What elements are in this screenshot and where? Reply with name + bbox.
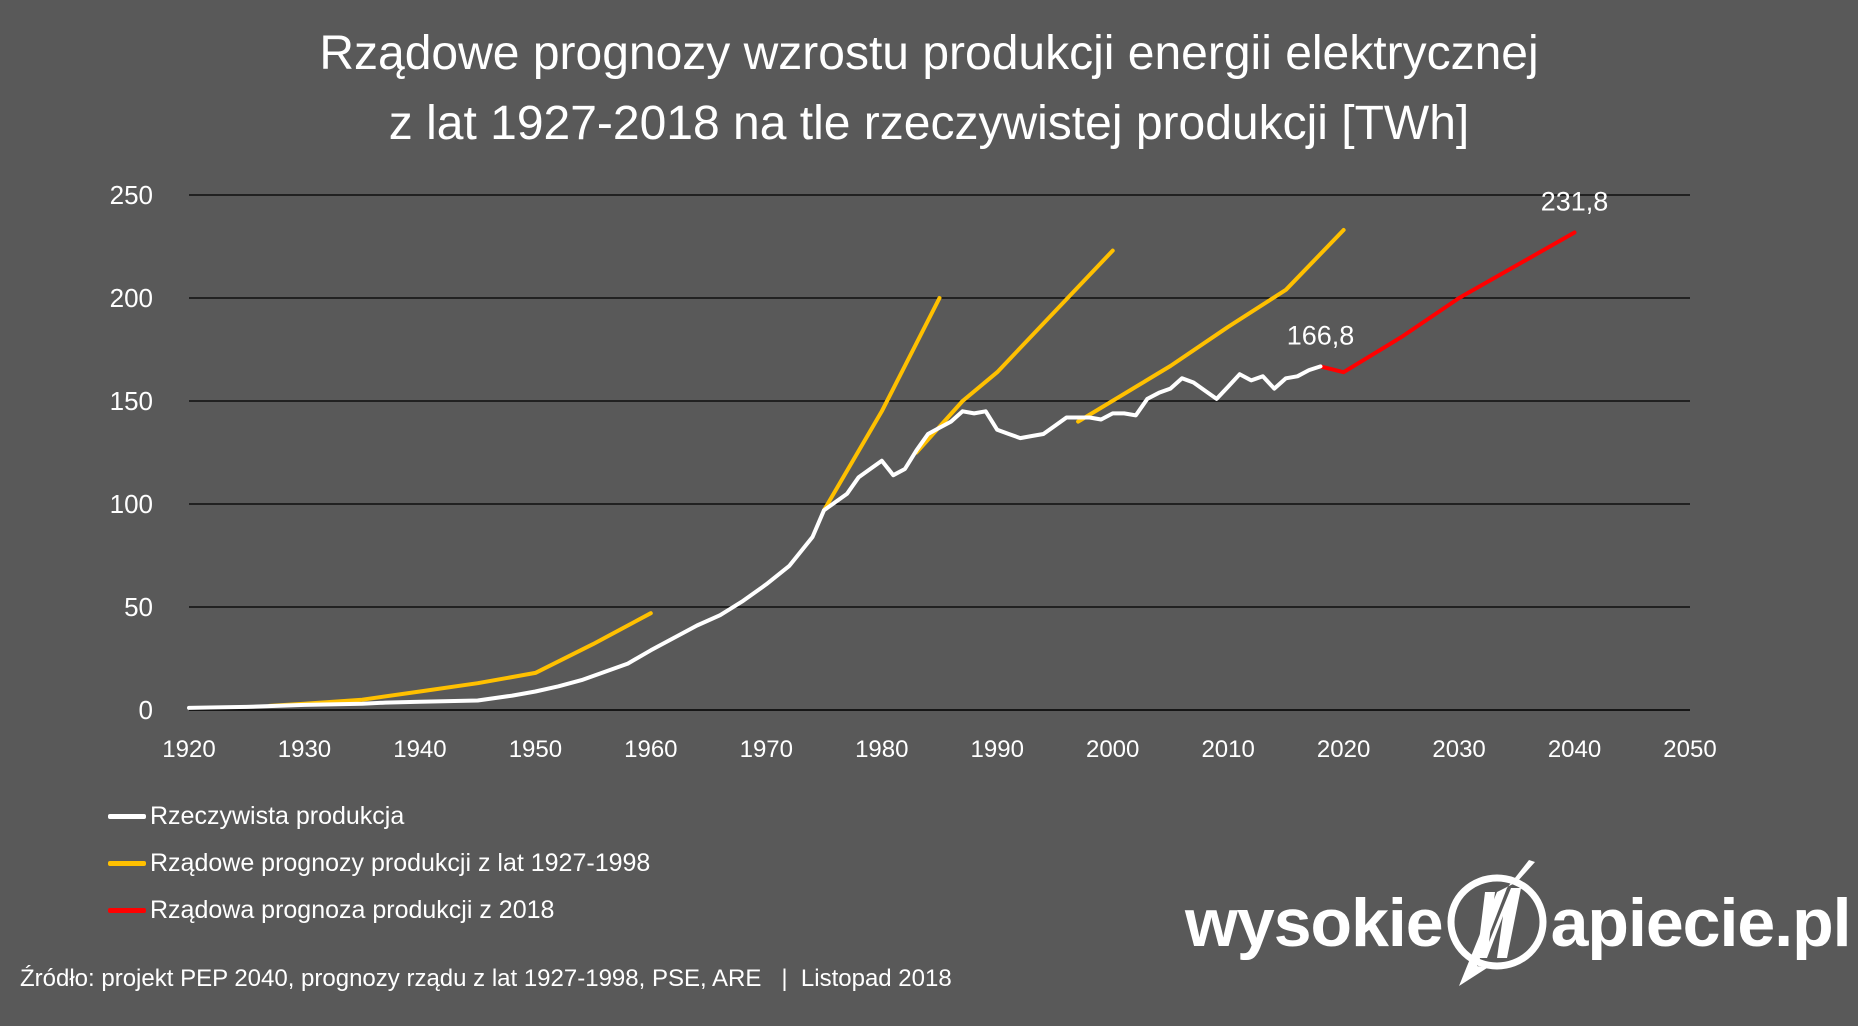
- x-tick-label: 2000: [1086, 736, 1139, 763]
- legend-label: Rządowa prognoza produkcji z 2018: [150, 896, 555, 924]
- source-note: Źródło: projekt PEP 2040, prognozy rządu…: [20, 965, 952, 992]
- series-forecast-2018-line: [1318, 230, 1577, 375]
- x-tick-label: 2050: [1663, 736, 1716, 763]
- x-tick-label: 1990: [971, 736, 1024, 763]
- x-tick-label: 1930: [278, 736, 331, 763]
- series-forecast-1927-1998-line-4: [1076, 228, 1346, 424]
- x-tick-label: 1960: [624, 736, 677, 763]
- legend-item: Rządowa prognoza produkcji z 2018: [108, 887, 650, 934]
- x-tick-label: 1970: [740, 736, 793, 763]
- logo-text-right: apiecie.pl: [1550, 885, 1852, 961]
- x-tick-label: 1920: [162, 736, 215, 763]
- legend-swatch: [108, 814, 146, 819]
- x-tick-label: 2020: [1317, 736, 1370, 763]
- y-tick-label: 150: [110, 386, 153, 416]
- logo-text-left: wysokie: [1185, 885, 1444, 961]
- x-tick-label: 2040: [1548, 736, 1601, 763]
- y-tick-label: 100: [110, 489, 153, 519]
- legend-swatch: [108, 861, 146, 866]
- brand-logo: wysokie apiecie.pl: [1185, 858, 1852, 988]
- x-tick-label: 1980: [855, 736, 908, 763]
- lightning-n-icon: [1447, 860, 1547, 986]
- legend-label: Rzeczywista produkcja: [150, 802, 405, 830]
- y-tick-label: 0: [139, 695, 153, 725]
- data-label: 166,8: [1287, 320, 1355, 350]
- chart-title-line-2: z lat 1927-2018 na tle rzeczywistej prod…: [388, 97, 1470, 150]
- x-tick-label: 2030: [1432, 736, 1485, 763]
- chart-title-line-1: Rządowe prognozy wzrostu produkcji energ…: [319, 27, 1539, 80]
- legend-item: Rządowe prognozy produkcji z lat 1927-19…: [108, 840, 650, 887]
- line-chart: 0 50 100 150 200 250 1920 1930 1940 1950 1960 1970 1…: [110, 180, 1717, 763]
- legend-label: Rządowe prognozy produkcji z lat 1927-19…: [150, 849, 651, 877]
- series-forecast-1927-1998-line-2: [822, 296, 942, 513]
- y-tick-label: 200: [110, 283, 153, 313]
- series-forecast-1927-1998-line-1: [267, 611, 653, 708]
- x-tick-label: 2010: [1201, 736, 1254, 763]
- legend-swatch: [108, 908, 146, 913]
- series-actual-production-line: [187, 364, 1323, 710]
- legend-item: Rzeczywista produkcja: [108, 793, 650, 840]
- x-tick-label: 1950: [509, 736, 562, 763]
- y-tick-label: 50: [124, 592, 153, 622]
- y-tick-label: 250: [110, 180, 153, 210]
- x-tick-label: 1940: [393, 736, 446, 763]
- legend: Rzeczywista produkcja Rządowe prognozy pr…: [108, 793, 650, 934]
- data-label: 231,8: [1541, 186, 1609, 216]
